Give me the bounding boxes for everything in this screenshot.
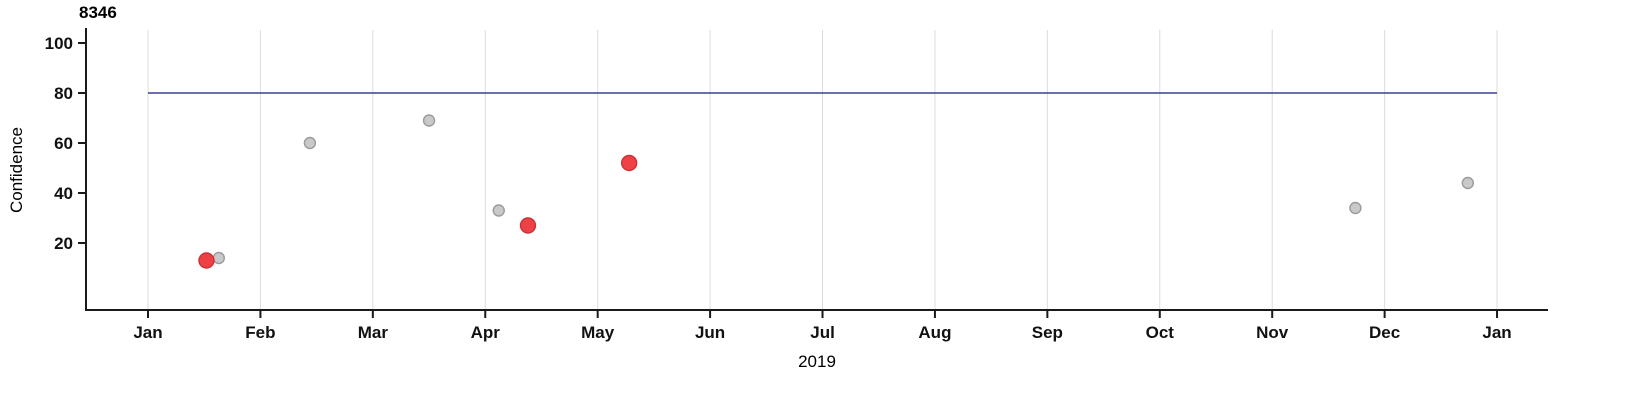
y-tick-label-60: 60 bbox=[54, 134, 73, 153]
data-point-normal-0 bbox=[212, 251, 226, 265]
y-tick-label-40: 40 bbox=[54, 184, 73, 203]
data-point-normal-2 bbox=[422, 114, 436, 127]
data-point-normal-3 bbox=[492, 204, 505, 217]
x-axis-title: 2019 bbox=[798, 352, 836, 371]
x-tick-label-Aug-7: Aug bbox=[918, 323, 951, 342]
data-point-highlight-2 bbox=[620, 154, 638, 172]
x-tick-label-May-4: May bbox=[581, 323, 615, 342]
data-point-normal-1 bbox=[303, 136, 317, 150]
x-tick-label-Jul-6: Jul bbox=[810, 323, 835, 342]
chart-title: 8346 bbox=[79, 3, 117, 22]
x-tick-label-Mar-2: Mar bbox=[358, 323, 389, 342]
x-tick-label-Feb-1: Feb bbox=[245, 323, 275, 342]
x-tick-label-Sep-8: Sep bbox=[1032, 323, 1063, 342]
y-tick-label-20: 20 bbox=[54, 234, 73, 253]
y-tick-label-80: 80 bbox=[54, 84, 73, 103]
data-point-highlight-1 bbox=[519, 217, 537, 234]
x-tick-label-Jan-0: Jan bbox=[133, 323, 162, 342]
x-tick-label-Jan-12: Jan bbox=[1482, 323, 1511, 342]
x-tick-label-Oct-9: Oct bbox=[1146, 323, 1175, 342]
x-tick-label-Apr-3: Apr bbox=[471, 323, 501, 342]
x-tick-label-Jun-5: Jun bbox=[695, 323, 725, 342]
data-point-normal-5 bbox=[1461, 176, 1475, 190]
x-tick-label-Dec-11: Dec bbox=[1369, 323, 1400, 342]
data-point-highlight-0 bbox=[198, 252, 215, 269]
data-point-normal-4 bbox=[1349, 201, 1362, 215]
y-tick-label-100: 100 bbox=[45, 34, 73, 53]
x-tick-label-Nov-10: Nov bbox=[1256, 323, 1289, 342]
